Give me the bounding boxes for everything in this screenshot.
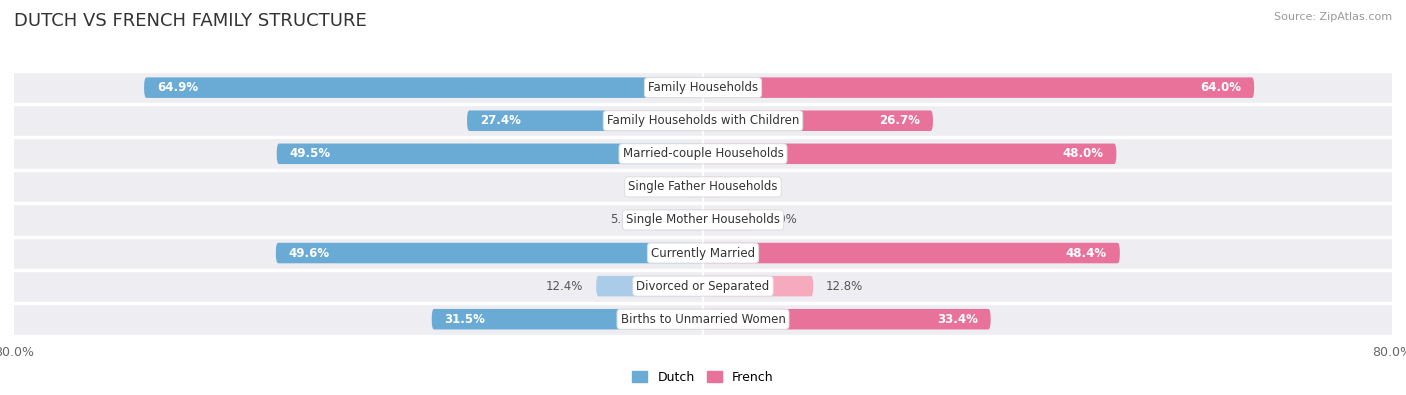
Text: 5.8%: 5.8% <box>610 213 640 226</box>
Text: Single Mother Households: Single Mother Households <box>626 213 780 226</box>
FancyBboxPatch shape <box>143 77 703 98</box>
FancyBboxPatch shape <box>703 276 813 296</box>
Text: Family Households with Children: Family Households with Children <box>607 114 799 127</box>
Text: DUTCH VS FRENCH FAMILY STRUCTURE: DUTCH VS FRENCH FAMILY STRUCTURE <box>14 12 367 30</box>
Text: 33.4%: 33.4% <box>936 313 977 326</box>
Bar <box>14 71 1392 104</box>
Text: 12.4%: 12.4% <box>546 280 583 293</box>
Bar <box>14 269 1392 303</box>
Bar <box>14 237 1392 269</box>
FancyBboxPatch shape <box>703 243 1119 263</box>
Text: 12.8%: 12.8% <box>827 280 863 293</box>
Text: 27.4%: 27.4% <box>479 114 520 127</box>
Text: Source: ZipAtlas.com: Source: ZipAtlas.com <box>1274 12 1392 22</box>
FancyBboxPatch shape <box>703 309 991 329</box>
Legend: Dutch, French: Dutch, French <box>628 367 778 388</box>
Text: 48.4%: 48.4% <box>1066 246 1107 260</box>
Text: 64.9%: 64.9% <box>157 81 198 94</box>
Text: 31.5%: 31.5% <box>444 313 485 326</box>
Bar <box>14 137 1392 170</box>
Text: Family Households: Family Households <box>648 81 758 94</box>
Text: 2.4%: 2.4% <box>640 181 669 194</box>
Text: 64.0%: 64.0% <box>1201 81 1241 94</box>
FancyBboxPatch shape <box>703 210 755 230</box>
FancyBboxPatch shape <box>276 243 703 263</box>
Text: Births to Unmarried Women: Births to Unmarried Women <box>620 313 786 326</box>
Bar <box>14 104 1392 137</box>
Text: 26.7%: 26.7% <box>879 114 920 127</box>
Bar <box>14 170 1392 203</box>
Text: Single Father Households: Single Father Households <box>628 181 778 194</box>
Text: Divorced or Separated: Divorced or Separated <box>637 280 769 293</box>
FancyBboxPatch shape <box>277 143 703 164</box>
FancyBboxPatch shape <box>596 276 703 296</box>
Bar <box>14 303 1392 336</box>
FancyBboxPatch shape <box>703 143 1116 164</box>
Text: 48.0%: 48.0% <box>1063 147 1104 160</box>
Text: Currently Married: Currently Married <box>651 246 755 260</box>
Text: 2.4%: 2.4% <box>737 181 766 194</box>
FancyBboxPatch shape <box>432 309 703 329</box>
Text: 6.0%: 6.0% <box>768 213 797 226</box>
FancyBboxPatch shape <box>703 77 1254 98</box>
FancyBboxPatch shape <box>703 177 724 197</box>
FancyBboxPatch shape <box>467 111 703 131</box>
Text: 49.5%: 49.5% <box>290 147 330 160</box>
FancyBboxPatch shape <box>682 177 703 197</box>
FancyBboxPatch shape <box>652 210 703 230</box>
FancyBboxPatch shape <box>703 111 934 131</box>
Text: 49.6%: 49.6% <box>288 246 330 260</box>
Text: Married-couple Households: Married-couple Households <box>623 147 783 160</box>
Bar <box>14 203 1392 237</box>
